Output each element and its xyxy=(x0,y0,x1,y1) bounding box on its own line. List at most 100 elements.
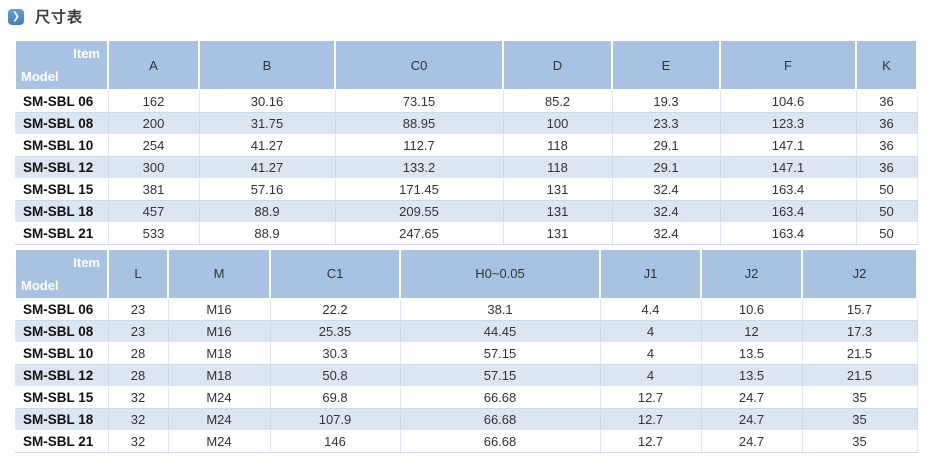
page-title-text: 尺寸表 xyxy=(35,9,84,26)
value-cell: 112.7 xyxy=(335,134,504,157)
model-cell: SM-SBL 06 xyxy=(15,90,109,113)
value-cell: 100 xyxy=(503,112,613,135)
value-cell: 25.35 xyxy=(270,320,401,343)
value-cell: 147.1 xyxy=(720,156,857,179)
value-cell: 50 xyxy=(856,222,918,245)
value-cell: 32.4 xyxy=(612,200,721,223)
value-cell: 88.95 xyxy=(335,112,504,135)
value-cell: 23 xyxy=(108,320,169,343)
value-cell: 12.7 xyxy=(600,386,702,409)
dimension-table-upper: Item Model A B C0 D E F K SM-SBL 06 162 30.16 73.15 8… xyxy=(14,39,918,245)
value-cell: 13.5 xyxy=(701,364,803,387)
value-cell: M16 xyxy=(168,298,271,321)
dimension-table-lower: Item Model L M C1 H0~0.05 J1 J2 J2 SM-SBL 06 23 M16… xyxy=(14,247,918,453)
column-header: A xyxy=(107,39,200,91)
value-cell: 131 xyxy=(503,222,613,245)
page-title: ❯ 尺寸表 xyxy=(0,0,930,26)
column-header: J2 xyxy=(700,247,803,300)
value-cell: 21.5 xyxy=(802,364,918,387)
table-row: SM-SBL 10 28 M18 30.3 57.15 4 13.5 21.5 xyxy=(15,342,918,365)
value-cell: 41.27 xyxy=(199,134,336,157)
model-cell: SM-SBL 12 xyxy=(15,156,109,179)
column-header: J2 xyxy=(801,247,918,300)
column-header: E xyxy=(611,39,721,91)
value-cell: 12 xyxy=(701,320,803,343)
value-cell: 163.4 xyxy=(720,222,857,245)
value-cell: 19.3 xyxy=(612,90,721,113)
model-cell: SM-SBL 08 xyxy=(15,112,109,135)
value-cell: 123.3 xyxy=(720,112,857,135)
model-cell: SM-SBL 18 xyxy=(15,200,109,223)
value-cell: 28 xyxy=(108,342,169,365)
table-row: SM-SBL 06 162 30.16 73.15 85.2 19.3 104.6 36 xyxy=(15,90,918,113)
value-cell: 69.8 xyxy=(270,386,401,409)
value-cell: 29.1 xyxy=(612,134,721,157)
value-cell: 104.6 xyxy=(720,90,857,113)
value-cell: 247.65 xyxy=(335,222,504,245)
table-row: SM-SBL 12 300 41.27 133.2 118 29.1 147.1 36 xyxy=(15,156,918,179)
value-cell: 66.68 xyxy=(400,386,601,409)
value-cell: 4 xyxy=(600,342,702,365)
dimension-tables: Item Model A B C0 D E F K SM-SBL 06 162 30.16 73.15 8… xyxy=(14,39,930,453)
value-cell: 28 xyxy=(108,364,169,387)
value-cell: 4 xyxy=(600,364,702,387)
value-cell: 85.2 xyxy=(503,90,613,113)
table-row: SM-SBL 06 23 M16 22.2 38.1 4.4 10.6 15.7 xyxy=(15,298,918,321)
value-cell: M24 xyxy=(168,386,271,409)
header-row: Item Model L M C1 H0~0.05 J1 J2 J2 xyxy=(14,247,918,300)
table-row: SM-SBL 21 533 88.9 247.65 131 32.4 163.4 50 xyxy=(15,222,918,245)
value-cell: 73.15 xyxy=(335,90,504,113)
value-cell: 30.16 xyxy=(199,90,336,113)
value-cell: 32 xyxy=(108,408,169,431)
value-cell: 50 xyxy=(856,178,918,201)
column-header: L xyxy=(107,247,169,300)
value-cell: 146 xyxy=(270,430,401,453)
table-row: SM-SBL 18 32 M24 107.9 66.68 12.7 24.7 35 xyxy=(15,408,918,431)
value-cell: 38.1 xyxy=(400,298,601,321)
value-cell: 32 xyxy=(108,386,169,409)
value-cell: 66.68 xyxy=(400,408,601,431)
value-cell: 10.6 xyxy=(701,298,803,321)
value-cell: 171.45 xyxy=(335,178,504,201)
value-cell: 4 xyxy=(600,320,702,343)
model-cell: SM-SBL 21 xyxy=(15,430,109,453)
value-cell: 163.4 xyxy=(720,200,857,223)
value-cell: 300 xyxy=(108,156,200,179)
value-cell: 66.68 xyxy=(400,430,601,453)
value-cell: 147.1 xyxy=(720,134,857,157)
model-cell: SM-SBL 10 xyxy=(15,134,109,157)
value-cell: 32.4 xyxy=(612,222,721,245)
value-cell: 533 xyxy=(108,222,200,245)
value-cell: 44.45 xyxy=(400,320,601,343)
value-cell: 88.9 xyxy=(199,200,336,223)
corner-header-item-model: Item Model xyxy=(14,247,109,300)
value-cell: 17.3 xyxy=(802,320,918,343)
column-header: D xyxy=(502,39,613,91)
column-header: J1 xyxy=(599,247,702,300)
column-header: C1 xyxy=(269,247,401,300)
corner-label-item: Item xyxy=(73,254,100,270)
value-cell: 12.7 xyxy=(600,408,702,431)
model-cell: SM-SBL 15 xyxy=(15,386,109,409)
value-cell: 131 xyxy=(503,200,613,223)
model-cell: SM-SBL 15 xyxy=(15,178,109,201)
value-cell: 57.15 xyxy=(400,342,601,365)
value-cell: 131 xyxy=(503,178,613,201)
value-cell: 30.3 xyxy=(270,342,401,365)
value-cell: 12.7 xyxy=(600,430,702,453)
value-cell: 162 xyxy=(108,90,200,113)
value-cell: 50 xyxy=(856,200,918,223)
value-cell: 36 xyxy=(856,90,918,113)
value-cell: 35 xyxy=(802,430,918,453)
corner-header-item-model: Item Model xyxy=(14,39,109,91)
table-row: SM-SBL 08 23 M16 25.35 44.45 4 12 17.3 xyxy=(15,320,918,343)
value-cell: 254 xyxy=(108,134,200,157)
value-cell: 107.9 xyxy=(270,408,401,431)
model-cell: SM-SBL 12 xyxy=(15,364,109,387)
table-row: SM-SBL 12 28 M18 50.8 57.15 4 13.5 21.5 xyxy=(15,364,918,387)
value-cell: 163.4 xyxy=(720,178,857,201)
value-cell: 36 xyxy=(856,156,918,179)
value-cell: 381 xyxy=(108,178,200,201)
value-cell: 36 xyxy=(856,112,918,135)
value-cell: 22.2 xyxy=(270,298,401,321)
